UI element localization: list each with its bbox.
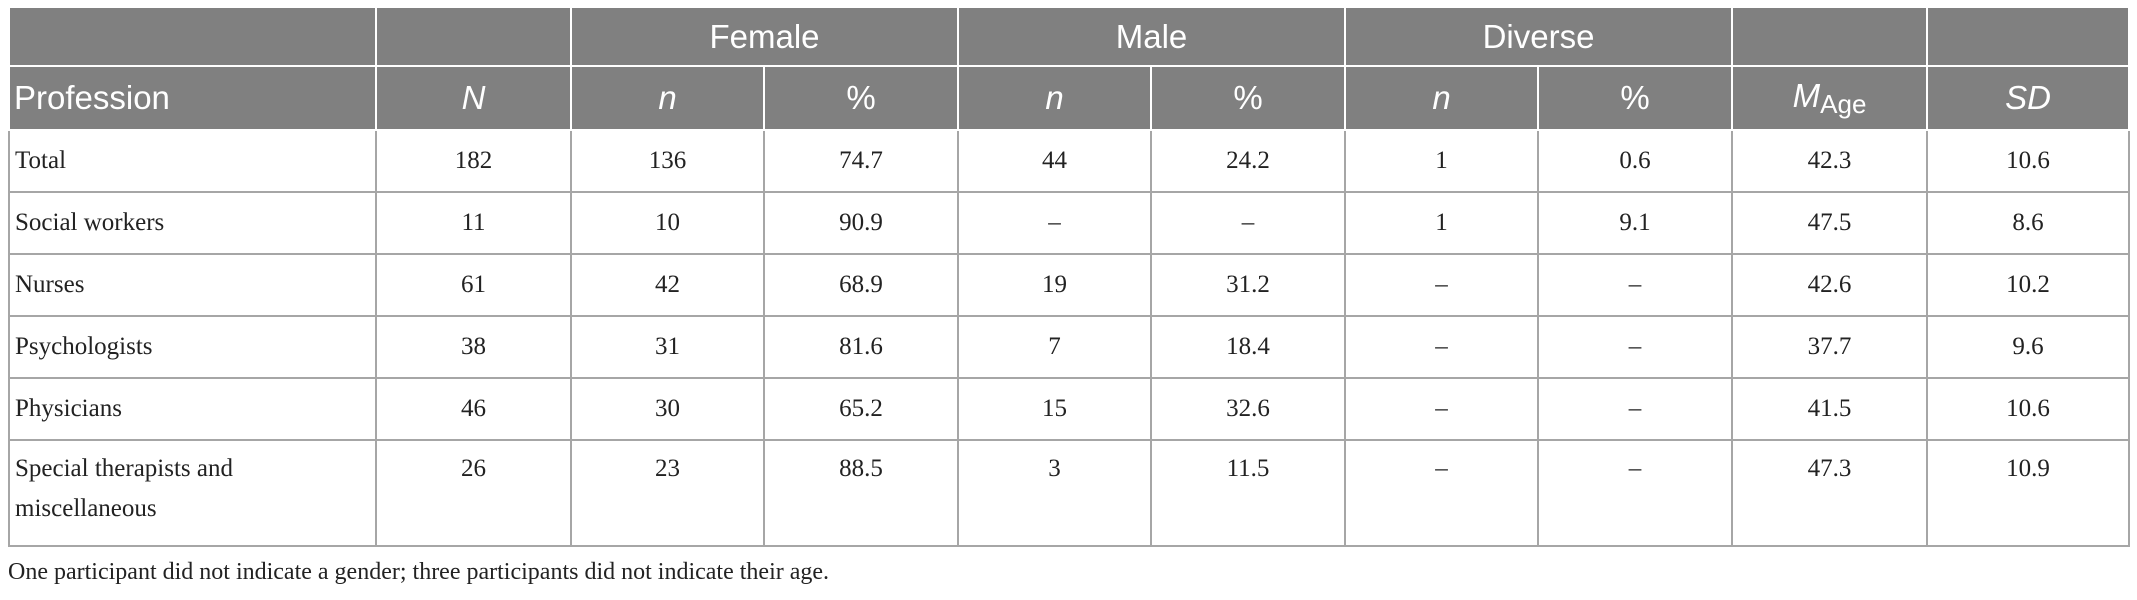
cell-profession: Special therapists and miscellaneous [8,439,377,547]
cell-male-pct: 18.4 [1150,315,1347,379]
cell-male-pct: 31.2 [1150,253,1347,317]
cell-female-n: 10 [570,191,765,255]
table-row: Psychologists 38 31 81.6 7 18.4 – – 37.7… [8,315,2131,379]
cell-profession: Social workers [8,191,377,255]
cell-female-pct: 74.7 [762,129,960,193]
cell-N: 26 [375,439,572,547]
cell-sd: 9.6 [1926,315,2131,379]
cell-diverse-pct: – [1537,439,1734,547]
cell-mean-age: 37.7 [1731,315,1929,379]
column-header-female-pct: % [762,65,960,131]
column-header-sd: SD [1926,65,2131,131]
demographics-table-container: Female Male Diverse Profession N n % n %… [8,6,2131,547]
group-header-profession [8,6,377,67]
cell-diverse-pct: – [1537,377,1734,441]
table-row: Nurses 61 42 68.9 19 31.2 – – 42.6 10.2 [8,253,2131,317]
table-header: Female Male Diverse Profession N n % n %… [8,6,2131,131]
cell-diverse-pct: 9.1 [1537,191,1734,255]
cell-profession: Physicians [8,377,377,441]
cell-profession-line1: Special therapists and [15,455,233,482]
group-header-n [375,6,572,67]
column-header-mean-age: MAge [1731,65,1929,131]
table-row: Special therapists and miscellaneous 26 2… [8,439,2131,547]
cell-male-n: 44 [957,129,1153,193]
table-row: Physicians 46 30 65.2 15 32.6 – – 41.5 1… [8,377,2131,441]
cell-mean-age: 42.6 [1731,253,1929,317]
group-header-male: Male [957,6,1347,67]
cell-diverse-n: – [1344,439,1540,547]
header-column-row: Profession N n % n % n % MAge SD [8,65,2131,131]
cell-female-pct: 68.9 [762,253,960,317]
cell-diverse-n: – [1344,377,1540,441]
table-row: Total 182 136 74.7 44 24.2 1 0.6 42.3 10… [8,129,2131,193]
cell-sd: 10.6 [1926,377,2131,441]
cell-female-pct: 65.2 [762,377,960,441]
cell-diverse-n: – [1344,253,1540,317]
cell-female-pct: 81.6 [762,315,960,379]
column-header-male-pct: % [1150,65,1347,131]
cell-sd: 10.6 [1926,129,2131,193]
table-footnote: One participant did not indicate a gende… [8,559,830,585]
cell-profession-line2: miscellaneous [15,495,157,522]
cell-sd: 8.6 [1926,191,2131,255]
cell-female-n: 136 [570,129,765,193]
mean-age-subscript: Age [1820,88,1867,119]
column-header-profession: Profession [8,65,377,131]
cell-female-n: 31 [570,315,765,379]
cell-N: 38 [375,315,572,379]
cell-sd: 10.9 [1926,439,2131,547]
cell-male-pct: 11.5 [1150,439,1347,547]
cell-mean-age: 47.3 [1731,439,1929,547]
cell-mean-age: 42.3 [1731,129,1929,193]
cell-diverse-n: 1 [1344,191,1540,255]
cell-male-n: 7 [957,315,1153,379]
cell-diverse-n: 1 [1344,129,1540,193]
cell-mean-age: 41.5 [1731,377,1929,441]
table-row: Social workers 11 10 90.9 – – 1 9.1 47.5… [8,191,2131,255]
header-group-row: Female Male Diverse [8,6,2131,67]
cell-female-pct: 90.9 [762,191,960,255]
cell-N: 46 [375,377,572,441]
column-header-male-n: n [957,65,1153,131]
cell-male-pct: 32.6 [1150,377,1347,441]
cell-mean-age: 47.5 [1731,191,1929,255]
cell-N: 61 [375,253,572,317]
column-header-female-n: n [570,65,765,131]
cell-male-pct: – [1150,191,1347,255]
cell-male-n: 19 [957,253,1153,317]
group-header-sd [1926,6,2131,67]
cell-N: 11 [375,191,572,255]
cell-profession: Nurses [8,253,377,317]
cell-profession: Total [8,129,377,193]
mean-age-symbol: M [1792,76,1821,114]
cell-diverse-pct: 0.6 [1537,129,1734,193]
cell-diverse-pct: – [1537,315,1734,379]
cell-male-n: 15 [957,377,1153,441]
group-header-age [1731,6,1929,67]
cell-diverse-pct: – [1537,253,1734,317]
column-header-N: N [375,65,572,131]
cell-female-pct: 88.5 [762,439,960,547]
cell-N: 182 [375,129,572,193]
group-header-diverse: Diverse [1344,6,1734,67]
cell-male-pct: 24.2 [1150,129,1347,193]
group-header-female: Female [569,6,960,67]
table-body: Total 182 136 74.7 44 24.2 1 0.6 42.3 10… [8,129,2131,547]
cell-diverse-n: – [1344,315,1540,379]
cell-profession: Psychologists [8,315,377,379]
cell-sd: 10.2 [1926,253,2131,317]
cell-female-n: 30 [570,377,765,441]
cell-female-n: 23 [570,439,765,547]
demographics-table: Female Male Diverse Profession N n % n %… [8,6,2131,547]
cell-male-n: – [957,191,1153,255]
cell-female-n: 42 [570,253,765,317]
column-header-diverse-pct: % [1537,65,1734,131]
column-header-diverse-n: n [1344,65,1540,131]
cell-male-n: 3 [957,439,1153,547]
